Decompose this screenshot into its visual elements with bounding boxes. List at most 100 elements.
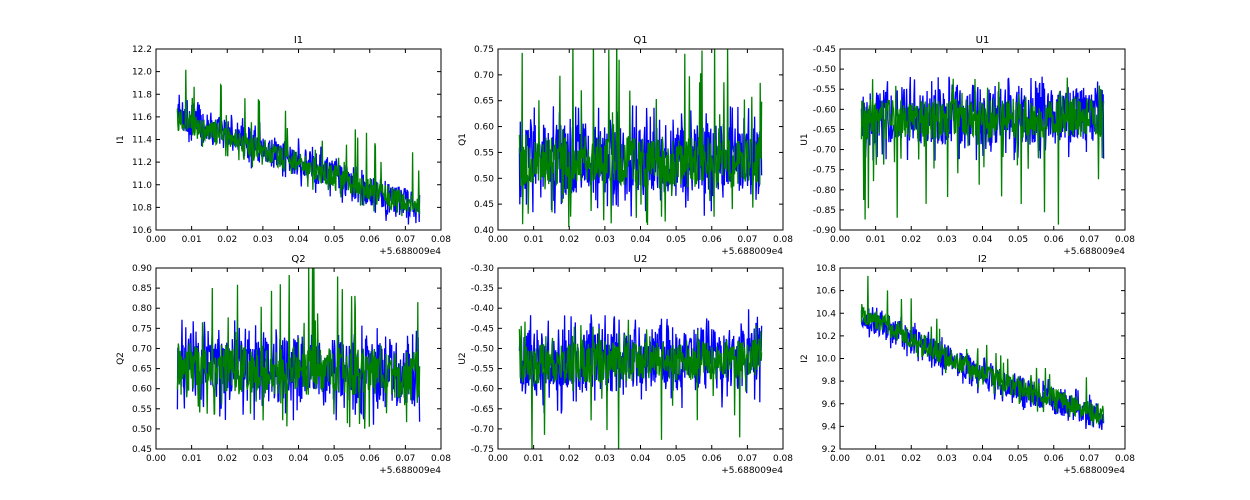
y-tick-label: -0.60 xyxy=(813,105,837,115)
y-axis-label: U2 xyxy=(458,352,468,364)
y-tick-label: 10.0 xyxy=(816,355,836,365)
y-axis-label: U1 xyxy=(800,133,810,145)
subplot-Q1: 0.00 0.01 0.02 0.03 0.04 0.05 0.06 0.07 0.08 0.40… xyxy=(458,35,793,257)
series-line-green xyxy=(518,319,763,449)
x-tick-label: 0.00 xyxy=(488,454,508,464)
subplot-U2: 0.00 0.01 0.02 0.03 0.04 0.05 0.06 0.07 0.08 -0.7… xyxy=(458,254,793,476)
x-tick-label: 0.05 xyxy=(1008,454,1028,464)
x-tick-label: 0.03 xyxy=(595,454,615,464)
subplot-U1: 0.00 0.01 0.02 0.03 0.04 0.05 0.06 0.07 0.08 -0.9… xyxy=(800,35,1135,257)
y-tick-label: -0.85 xyxy=(813,206,836,216)
x-tick-label: 0.05 xyxy=(1008,235,1028,245)
x-tick-label: 0.01 xyxy=(182,454,202,464)
y-tick-label: 10.6 xyxy=(816,287,836,297)
x-tick-label: 0.08 xyxy=(1115,235,1135,245)
y-axis-label: Q1 xyxy=(458,133,468,146)
x-tick-label: 0.03 xyxy=(253,235,273,245)
x-tick-label: 0.04 xyxy=(972,235,992,245)
x-tick-label: 0.03 xyxy=(937,454,957,464)
x-tick-label: 0.07 xyxy=(1079,454,1099,464)
y-tick-label: 0.45 xyxy=(474,200,494,210)
y-tick-label: 0.60 xyxy=(132,385,152,395)
y-tick-label: -0.90 xyxy=(813,226,837,236)
y-tick-label: -0.50 xyxy=(813,65,837,75)
y-tick-label: 0.75 xyxy=(474,45,494,55)
x-tick-label: 0.08 xyxy=(1115,454,1135,464)
series-line-green xyxy=(176,69,421,217)
subplot-title: I1 xyxy=(294,35,303,46)
y-tick-label: 0.80 xyxy=(132,304,152,314)
y-tick-label: 0.50 xyxy=(132,425,152,435)
y-tick-label: 0.45 xyxy=(132,445,152,455)
y-tick-label: -0.75 xyxy=(471,445,494,455)
x-tick-label: 0.02 xyxy=(559,235,579,245)
y-tick-label: -0.30 xyxy=(471,264,495,274)
y-tick-label: -0.45 xyxy=(471,324,494,334)
x-tick-label: 0.04 xyxy=(630,235,650,245)
x-tick-label: 0.08 xyxy=(773,235,793,245)
y-tick-label: 10.8 xyxy=(816,264,836,274)
subplot-Q2: 0.00 0.01 0.02 0.03 0.04 0.05 0.06 0.07 0.08 0.45… xyxy=(116,254,451,476)
x-tick-label: 0.00 xyxy=(146,454,166,464)
y-tick-label: -0.60 xyxy=(471,385,495,395)
y-tick-label: -0.70 xyxy=(813,146,837,156)
y-tick-label: -0.40 xyxy=(471,304,495,314)
y-tick-label: -0.80 xyxy=(813,186,837,196)
axes-frame xyxy=(839,267,1126,450)
y-tick-label: 11.8 xyxy=(132,90,152,100)
x-tick-label: 0.06 xyxy=(360,454,380,464)
y-tick-label: 0.50 xyxy=(474,174,494,184)
y-tick-label: -0.65 xyxy=(813,125,836,135)
x-tick-label: 0.07 xyxy=(1079,235,1099,245)
x-tick-label: 0.03 xyxy=(937,235,957,245)
x-tick-label: 0.00 xyxy=(830,235,850,245)
x-tick-label: 0.06 xyxy=(702,235,722,245)
y-tick-label: 0.90 xyxy=(132,264,152,274)
series-line-green xyxy=(176,268,421,429)
x-offset-label: +5.688009e4 xyxy=(379,466,441,476)
x-tick-label: 0.06 xyxy=(360,235,380,245)
x-tick-label: 0.01 xyxy=(866,235,886,245)
y-tick-label: -0.45 xyxy=(813,45,836,55)
subplot-title: Q2 xyxy=(291,254,305,265)
x-tick-label: 0.07 xyxy=(395,235,415,245)
y-tick-label: 0.75 xyxy=(132,324,152,334)
x-tick-label: 0.03 xyxy=(595,235,615,245)
x-tick-label: 0.08 xyxy=(773,454,793,464)
x-tick-label: 0.04 xyxy=(288,454,308,464)
y-tick-label: 12.0 xyxy=(132,68,152,78)
y-tick-label: -0.70 xyxy=(471,425,495,435)
x-tick-label: 0.01 xyxy=(182,235,202,245)
x-tick-label: 0.01 xyxy=(866,454,886,464)
x-tick-label: 0.02 xyxy=(217,454,237,464)
x-tick-label: 0.02 xyxy=(559,454,579,464)
y-tick-label: 0.85 xyxy=(132,284,152,294)
subplot-title: U1 xyxy=(976,35,990,46)
x-tick-label: 0.05 xyxy=(666,454,686,464)
y-tick-label: 11.2 xyxy=(132,158,152,168)
subplot-title: Q1 xyxy=(633,35,647,46)
x-tick-label: 0.06 xyxy=(1044,454,1064,464)
y-tick-label: 0.55 xyxy=(132,405,152,415)
x-tick-label: 0.07 xyxy=(395,454,415,464)
x-offset-label: +5.688009e4 xyxy=(1063,466,1125,476)
x-tick-label: 0.04 xyxy=(630,454,650,464)
x-offset-label: +5.688009e4 xyxy=(721,247,783,257)
y-tick-label: 0.55 xyxy=(474,148,494,158)
y-tick-label: 0.70 xyxy=(132,344,152,354)
y-tick-label: 12.2 xyxy=(132,45,152,55)
x-tick-label: 0.07 xyxy=(737,454,757,464)
x-tick-label: 0.03 xyxy=(253,454,273,464)
x-tick-label: 0.07 xyxy=(737,235,757,245)
y-tick-label: 0.40 xyxy=(474,226,494,236)
x-tick-label: 0.06 xyxy=(702,454,722,464)
subplot-title: U2 xyxy=(634,254,648,265)
subplot-I1: 0.00 0.01 0.02 0.03 0.04 0.05 0.06 0.07 0.08 10.6… xyxy=(116,35,451,257)
y-tick-label: 9.8 xyxy=(822,377,837,387)
subplot-title: I2 xyxy=(978,254,987,265)
y-axis-label: I2 xyxy=(800,354,810,362)
x-tick-label: 0.04 xyxy=(972,454,992,464)
x-offset-label: +5.688009e4 xyxy=(379,247,441,257)
y-tick-label: 11.4 xyxy=(132,136,152,146)
y-axis-label: I1 xyxy=(116,135,126,143)
